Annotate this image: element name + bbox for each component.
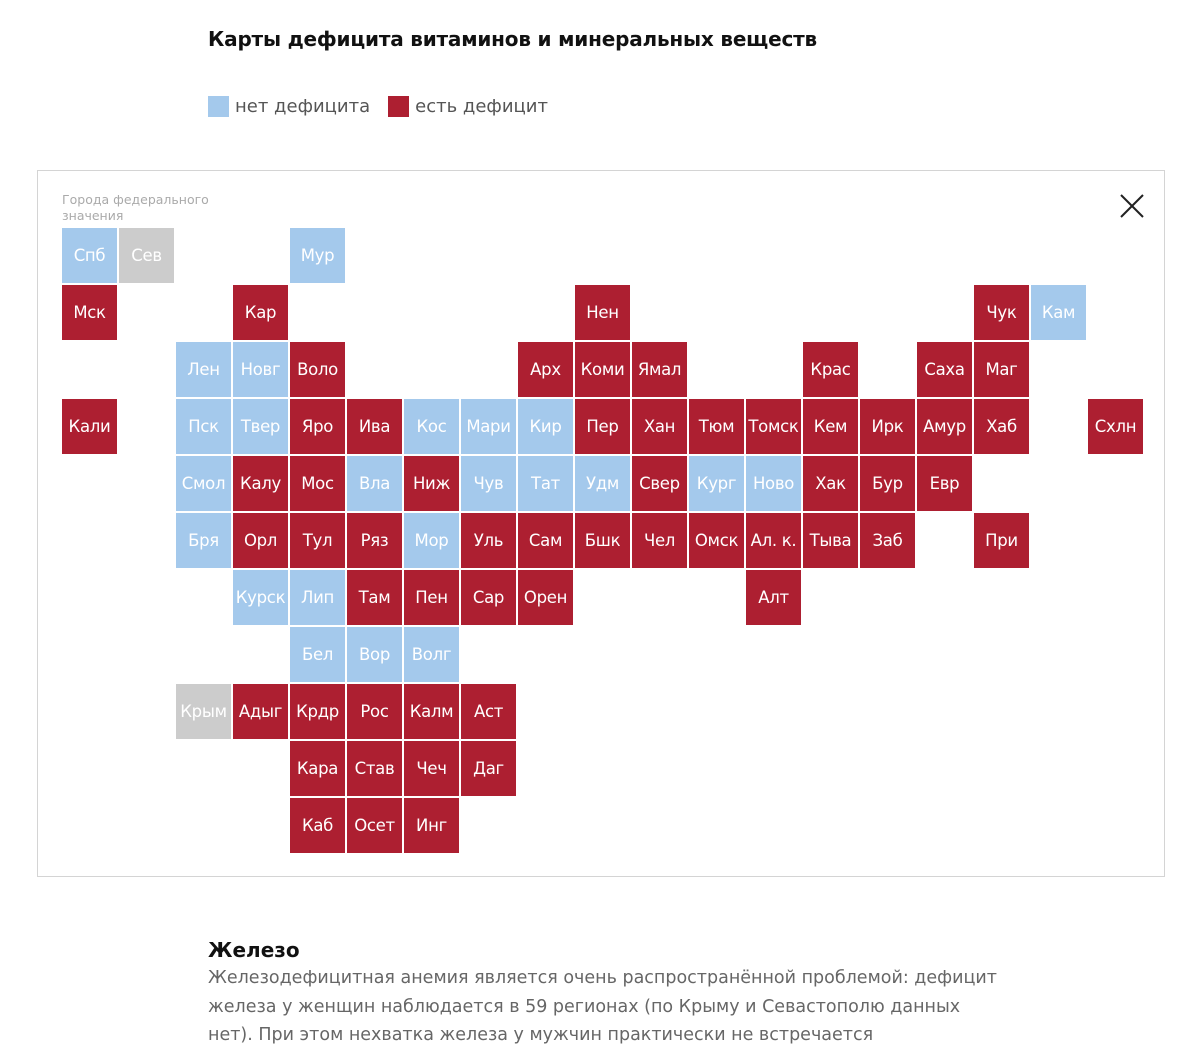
region-tile-none[interactable]: Лен (176, 342, 231, 397)
close-button[interactable] (1118, 192, 1146, 220)
region-tile-none[interactable]: Вор (347, 627, 402, 682)
region-tile-deficit[interactable]: Калу (233, 456, 288, 511)
region-tile-none[interactable]: Чув (461, 456, 516, 511)
region-tile-none[interactable]: Кир (518, 399, 573, 454)
region-tile-none[interactable]: Кург (689, 456, 744, 511)
region-tile-none[interactable]: Мор (404, 513, 459, 568)
region-tile-deficit[interactable]: Кара (290, 741, 345, 796)
region-tile-deficit[interactable]: Орл (233, 513, 288, 568)
region-tile-none[interactable]: Спб (62, 228, 117, 283)
region-tile-none[interactable]: Вла (347, 456, 402, 511)
legend-swatch-deficit (388, 96, 410, 117)
region-tile-deficit[interactable]: Свер (632, 456, 687, 511)
region-tile-deficit[interactable]: Схлн (1088, 399, 1143, 454)
region-tile-deficit[interactable]: Ал. к. (746, 513, 801, 568)
region-tile-deficit[interactable]: Яро (290, 399, 345, 454)
region-tile-deficit[interactable]: Чел (632, 513, 687, 568)
region-tile-deficit[interactable]: Став (347, 741, 402, 796)
region-tile-none[interactable]: Ново (746, 456, 801, 511)
region-tile-nodata[interactable]: Крым (176, 684, 231, 739)
legend-label-deficit: есть дефицит (415, 96, 548, 117)
region-tile-deficit[interactable]: Крас (803, 342, 858, 397)
region-tile-deficit[interactable]: Ямал (632, 342, 687, 397)
region-tile-none[interactable]: Лип (290, 570, 345, 625)
region-tile-deficit[interactable]: Уль (461, 513, 516, 568)
region-tile-none[interactable]: Твер (233, 399, 288, 454)
region-tile-none[interactable]: Смол (176, 456, 231, 511)
region-tile-deficit[interactable]: Адыг (233, 684, 288, 739)
region-tile-nodata[interactable]: Сев (119, 228, 174, 283)
region-tile-none[interactable]: Удм (575, 456, 630, 511)
region-tile-deficit[interactable]: Инг (404, 798, 459, 853)
region-tile-deficit[interactable]: Тюм (689, 399, 744, 454)
region-tile-deficit[interactable]: Даг (461, 741, 516, 796)
region-tile-deficit[interactable]: Тыва (803, 513, 858, 568)
region-tile-none[interactable]: Новг (233, 342, 288, 397)
region-tile-deficit[interactable]: Тул (290, 513, 345, 568)
region-tile-deficit[interactable]: Кали (62, 399, 117, 454)
section-text: Железодефицитная анемия является очень р… (208, 968, 997, 1045)
region-tile-deficit[interactable]: Чеч (404, 741, 459, 796)
section-title: Железо (208, 938, 300, 962)
region-tile-deficit[interactable]: Нен (575, 285, 630, 340)
region-tile-none[interactable]: Курск (233, 570, 288, 625)
region-tile-deficit[interactable]: Орен (518, 570, 573, 625)
region-tile-deficit[interactable]: Каб (290, 798, 345, 853)
region-tile-deficit[interactable]: Бшк (575, 513, 630, 568)
region-tile-deficit[interactable]: Омск (689, 513, 744, 568)
region-tile-deficit[interactable]: Арх (518, 342, 573, 397)
region-tile-deficit[interactable]: Мск (62, 285, 117, 340)
region-tile-deficit[interactable]: Рос (347, 684, 402, 739)
page-title: Карты дефицита витаминов и минеральных в… (208, 27, 817, 51)
close-icon (1120, 194, 1144, 218)
region-tile-deficit[interactable]: Маг (974, 342, 1029, 397)
region-tile-deficit[interactable]: Крдр (290, 684, 345, 739)
region-tile-deficit[interactable]: Евр (917, 456, 972, 511)
region-tile-deficit[interactable]: Томск (746, 399, 801, 454)
region-tile-deficit[interactable]: Аст (461, 684, 516, 739)
region-tile-none[interactable]: Мари (461, 399, 516, 454)
region-tile-deficit[interactable]: Алт (746, 570, 801, 625)
region-tile-none[interactable]: Кам (1031, 285, 1086, 340)
region-tile-deficit[interactable]: Заб (860, 513, 915, 568)
region-tile-deficit[interactable]: Осет (347, 798, 402, 853)
region-tile-none[interactable]: Тат (518, 456, 573, 511)
region-tile-deficit[interactable]: Ирк (860, 399, 915, 454)
region-tile-none[interactable]: Бел (290, 627, 345, 682)
region-tile-none[interactable]: Бря (176, 513, 231, 568)
region-tile-deficit[interactable]: Ива (347, 399, 402, 454)
region-tile-deficit[interactable]: Мос (290, 456, 345, 511)
region-tile-none[interactable]: Кос (404, 399, 459, 454)
region-tile-deficit[interactable]: Амур (917, 399, 972, 454)
map-panel (37, 170, 1165, 877)
region-tile-deficit[interactable]: Калм (404, 684, 459, 739)
legend-label-no-deficit: нет дефицита (235, 96, 371, 117)
region-tile-none[interactable]: Мур (290, 228, 345, 283)
region-tile-none[interactable]: Волг (404, 627, 459, 682)
region-tile-deficit[interactable]: Ниж (404, 456, 459, 511)
region-tile-deficit[interactable]: Ряз (347, 513, 402, 568)
region-tile-deficit[interactable]: Пер (575, 399, 630, 454)
region-tile-deficit[interactable]: Воло (290, 342, 345, 397)
region-tile-none[interactable]: Пск (176, 399, 231, 454)
region-tile-deficit[interactable]: При (974, 513, 1029, 568)
region-tile-deficit[interactable]: Хан (632, 399, 687, 454)
region-tile-deficit[interactable]: Коми (575, 342, 630, 397)
region-tile-deficit[interactable]: Саха (917, 342, 972, 397)
legend-item-no-deficit: нет дефицита (208, 96, 370, 117)
region-tile-deficit[interactable]: Бур (860, 456, 915, 511)
region-tile-deficit[interactable]: Сам (518, 513, 573, 568)
region-tile-deficit[interactable]: Пен (404, 570, 459, 625)
federal-cities-caption: Города федерального значения (62, 192, 209, 223)
region-tile-deficit[interactable]: Там (347, 570, 402, 625)
legend-item-deficit: есть дефицит (388, 96, 548, 117)
region-tile-deficit[interactable]: Сар (461, 570, 516, 625)
legend: нет дефицита есть дефицит (208, 96, 548, 117)
legend-swatch-no-deficit (208, 96, 229, 117)
region-tile-deficit[interactable]: Хаб (974, 399, 1029, 454)
region-tile-deficit[interactable]: Кар (233, 285, 288, 340)
region-tile-deficit[interactable]: Хак (803, 456, 858, 511)
region-tile-deficit[interactable]: Чук (974, 285, 1029, 340)
region-tile-deficit[interactable]: Кем (803, 399, 858, 454)
